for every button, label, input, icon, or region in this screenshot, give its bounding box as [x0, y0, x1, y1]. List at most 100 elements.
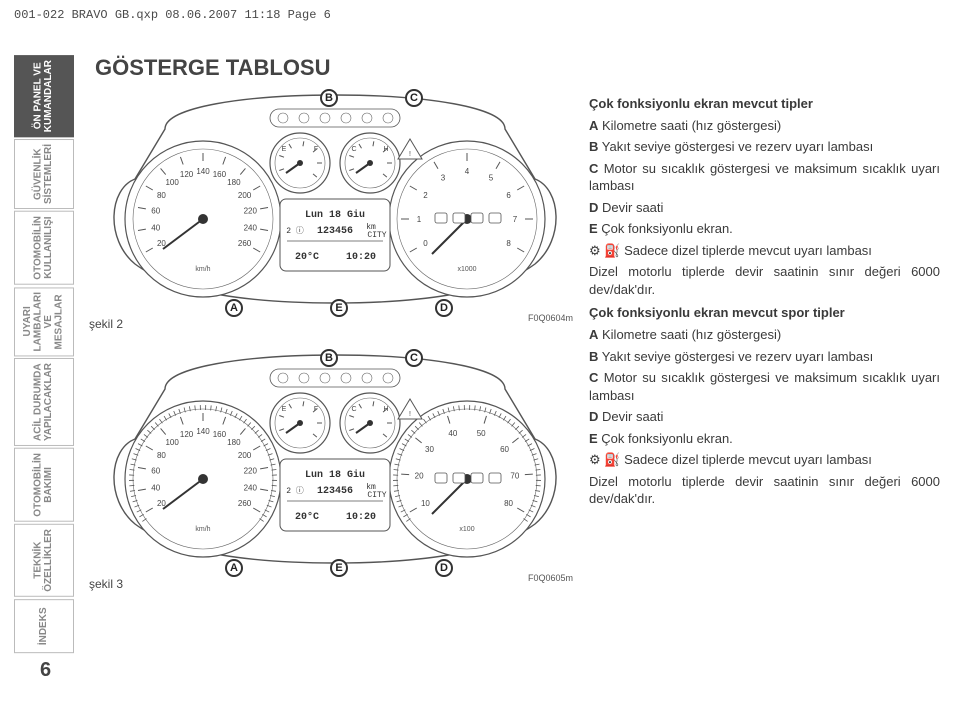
svg-text:6: 6 [506, 191, 511, 200]
figures-column: 20406080100120140160180200220240260km/h0… [95, 89, 575, 589]
svg-text:200: 200 [238, 451, 252, 460]
text-item: B Yakıt seviye göstergesi ve rezerv uyar… [589, 138, 940, 156]
svg-text:180: 180 [227, 178, 241, 187]
sidebar-tab-1[interactable]: GÜVENLİK SİSTEMLERİ [14, 139, 74, 209]
svg-text:70: 70 [510, 471, 519, 480]
svg-text:123456: 123456 [317, 486, 353, 497]
svg-text:8: 8 [506, 239, 511, 248]
svg-text:10: 10 [421, 499, 430, 508]
svg-text:20°C: 20°C [295, 511, 319, 523]
svg-text:CITY: CITY [367, 491, 386, 500]
svg-text:100: 100 [165, 438, 179, 447]
callout-E: E [330, 299, 348, 317]
svg-text:200: 200 [238, 191, 252, 200]
text-item: C Motor su sıcaklık göstergesi ve maksim… [589, 160, 940, 195]
svg-text:E: E [282, 146, 287, 153]
svg-text:km/h: km/h [195, 526, 210, 533]
svg-text:30: 30 [425, 445, 434, 454]
text-item: ⚙ ⛽ Sadece dizel tiplerde mevcut uyarı l… [589, 242, 940, 260]
callout-B: B [320, 89, 338, 107]
svg-text:240: 240 [244, 223, 258, 232]
svg-text:80: 80 [504, 499, 513, 508]
text-item: D Devir saati [589, 408, 940, 426]
header-imprint: 001-022 BRAVO GB.qxp 08.06.2007 11:18 Pa… [14, 8, 331, 22]
svg-text:40: 40 [151, 223, 160, 232]
svg-text:F: F [314, 146, 318, 153]
figure-code: F0Q0604m [528, 313, 573, 323]
svg-text:180: 180 [227, 438, 241, 447]
svg-text:60: 60 [500, 445, 509, 454]
text-item: C Motor su sıcaklık göstergesi ve maksim… [589, 369, 940, 404]
svg-text:3: 3 [441, 173, 446, 182]
svg-text:160: 160 [213, 170, 227, 179]
sidebar: ÖN PANEL VE KUMANDALARGÜVENLİK SİSTEMLER… [14, 55, 74, 655]
text-block-heading: Çok fonksiyonlu ekran mevcut spor tipler [589, 304, 940, 322]
svg-text:80: 80 [157, 191, 166, 200]
svg-text:40: 40 [448, 429, 457, 438]
svg-text:H: H [383, 406, 388, 413]
svg-text:10:20: 10:20 [346, 512, 376, 523]
sidebar-tab-2[interactable]: OTOMOBİLİN KULLANILIŞI [14, 211, 74, 285]
svg-text:0: 0 [423, 239, 428, 248]
svg-text:240: 240 [244, 483, 258, 492]
sidebar-tab-5[interactable]: OTOMOBİLİN BAKIMI [14, 448, 74, 522]
figure-code: F0Q0605m [528, 573, 573, 583]
text-column: Çok fonksiyonlu ekran mevcut tiplerA Kil… [589, 89, 940, 589]
page-title: GÖSTERGE TABLOSU [95, 55, 940, 81]
instrument-cluster-svg: 20406080100120140160180200220240260km/h0… [95, 89, 575, 319]
callout-A: A [225, 559, 243, 577]
svg-text:123456: 123456 [317, 226, 353, 237]
svg-text:140: 140 [196, 427, 210, 436]
svg-text:20: 20 [415, 471, 424, 480]
svg-text:260: 260 [238, 239, 252, 248]
figure-label: şekil 3 [89, 577, 123, 591]
svg-text:2 ⓘ: 2 ⓘ [286, 486, 304, 496]
callout-C: C [405, 349, 423, 367]
main-content: GÖSTERGE TABLOSU 20406080100120140160180… [95, 55, 940, 682]
svg-text:60: 60 [151, 207, 160, 216]
text-item: Dizel motorlu tiplerde devir saatinin sı… [589, 473, 940, 508]
text-item: E Çok fonksiyonlu ekran. [589, 430, 940, 448]
text-item: ⚙ ⛽ Sadece dizel tiplerde mevcut uyarı l… [589, 451, 940, 469]
svg-text:10:20: 10:20 [346, 252, 376, 263]
text-item: A Kilometre saati (hız göstergesi) [589, 326, 940, 344]
svg-text:!: ! [409, 411, 411, 418]
svg-text:C: C [351, 146, 356, 153]
callout-C: C [405, 89, 423, 107]
text-item: A Kilometre saati (hız göstergesi) [589, 117, 940, 135]
svg-text:120: 120 [180, 170, 194, 179]
figure-2: 20406080100120140160180200220240260km/h0… [95, 89, 575, 329]
svg-text:140: 140 [196, 167, 210, 176]
sidebar-tab-6[interactable]: TEKNİK ÖZELLİKLER [14, 524, 74, 597]
svg-text:20°C: 20°C [295, 251, 319, 263]
svg-text:1: 1 [417, 215, 422, 224]
sidebar-tab-7[interactable]: İNDEKS [14, 599, 74, 653]
svg-text:F: F [314, 406, 318, 413]
figure-label: şekil 2 [89, 317, 123, 331]
svg-text:160: 160 [213, 430, 227, 439]
callout-B: B [320, 349, 338, 367]
svg-text:Lun 18 Giu: Lun 18 Giu [305, 469, 365, 481]
svg-text:x100: x100 [459, 526, 474, 533]
svg-text:5: 5 [489, 173, 494, 182]
sidebar-tab-3[interactable]: UYARI LAMBALARI VE MESAJLAR [14, 287, 74, 356]
svg-text:km/h: km/h [195, 266, 210, 273]
sidebar-tab-0[interactable]: ÖN PANEL VE KUMANDALAR [14, 55, 74, 137]
callout-E: E [330, 559, 348, 577]
svg-text:x1000: x1000 [457, 266, 476, 273]
svg-text:100: 100 [165, 178, 179, 187]
svg-text:40: 40 [151, 483, 160, 492]
svg-text:C: C [351, 406, 356, 413]
svg-text:220: 220 [244, 467, 258, 476]
svg-text:60: 60 [151, 467, 160, 476]
svg-text:2 ⓘ: 2 ⓘ [286, 226, 304, 236]
text-item: E Çok fonksiyonlu ekran. [589, 220, 940, 238]
svg-text:CITY: CITY [367, 231, 386, 240]
svg-text:4: 4 [465, 167, 470, 176]
svg-text:120: 120 [180, 430, 194, 439]
svg-text:80: 80 [157, 451, 166, 460]
svg-text:7: 7 [513, 215, 518, 224]
svg-text:!: ! [409, 151, 411, 158]
sidebar-tab-4[interactable]: ACİL DURUMDA YAPILACAKLAR [14, 358, 74, 446]
page-number: 6 [40, 659, 51, 682]
